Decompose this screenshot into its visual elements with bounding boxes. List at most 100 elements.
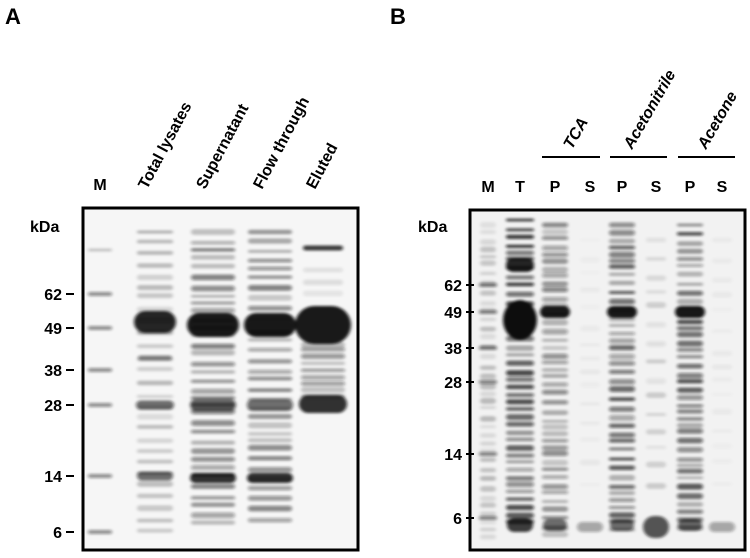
band [677, 409, 703, 414]
band [542, 258, 568, 264]
band [609, 272, 635, 277]
band [480, 405, 496, 410]
lane-label: P [550, 179, 561, 196]
band [609, 222, 635, 228]
band [609, 484, 635, 490]
band [191, 349, 235, 356]
band [542, 484, 568, 490]
band [480, 521, 496, 525]
band [480, 433, 496, 438]
band [88, 326, 112, 330]
band [677, 446, 703, 453]
band [609, 378, 635, 385]
band [542, 499, 568, 504]
band [506, 377, 534, 382]
band [137, 344, 173, 349]
band [137, 306, 173, 313]
band [542, 373, 568, 378]
band [248, 338, 292, 342]
band [137, 528, 173, 533]
band [712, 459, 732, 464]
band [646, 412, 666, 417]
band [542, 222, 568, 228]
band [542, 266, 568, 273]
band [646, 257, 666, 261]
band [506, 476, 534, 481]
band [609, 317, 635, 322]
band [542, 475, 568, 479]
band [507, 518, 533, 532]
band [580, 326, 600, 332]
band [480, 326, 496, 332]
band [542, 459, 568, 466]
band [301, 347, 345, 352]
gel-b-frame [468, 208, 747, 552]
band [191, 520, 235, 525]
band [480, 511, 496, 517]
band [677, 404, 703, 408]
band [577, 522, 603, 532]
band [248, 422, 292, 429]
band [244, 313, 296, 337]
band [677, 282, 703, 286]
band [609, 298, 635, 305]
band [301, 386, 345, 393]
band [677, 417, 703, 421]
band [506, 512, 534, 519]
band [506, 489, 534, 494]
band [136, 400, 174, 410]
band [506, 414, 534, 420]
band [678, 519, 702, 531]
band [480, 239, 496, 245]
band [609, 290, 635, 295]
marker-label: 38 [444, 341, 462, 358]
band [191, 512, 235, 519]
band [480, 424, 496, 429]
band [609, 506, 635, 510]
band [646, 275, 666, 281]
band [712, 409, 732, 415]
band [677, 325, 703, 331]
band [480, 441, 496, 446]
band [542, 424, 568, 430]
band [677, 509, 703, 514]
band [506, 421, 534, 427]
band [506, 384, 534, 390]
band [712, 482, 732, 485]
band [542, 353, 568, 359]
band [191, 379, 235, 383]
band [712, 278, 732, 283]
band [191, 241, 235, 245]
lane-label: P [617, 179, 628, 196]
band [609, 251, 635, 258]
band [248, 505, 292, 512]
band [646, 429, 666, 435]
band [646, 359, 666, 364]
band [248, 485, 292, 491]
band [480, 391, 496, 397]
band [190, 473, 236, 483]
band [503, 300, 537, 340]
band [609, 415, 635, 421]
band [580, 483, 600, 486]
band [542, 400, 568, 405]
band [191, 464, 235, 471]
band [543, 519, 567, 531]
marker-label: 62 [444, 278, 462, 295]
band [609, 490, 635, 496]
band [609, 423, 635, 428]
band [609, 323, 635, 328]
band [480, 333, 496, 340]
band [248, 359, 292, 364]
band [677, 493, 703, 500]
band [609, 238, 635, 244]
band [580, 238, 600, 241]
band [248, 431, 292, 436]
band [609, 264, 635, 269]
band [248, 294, 292, 301]
panel-label: A [5, 4, 21, 29]
band [248, 347, 292, 352]
band [506, 497, 534, 501]
band [643, 516, 669, 538]
band [301, 361, 345, 366]
